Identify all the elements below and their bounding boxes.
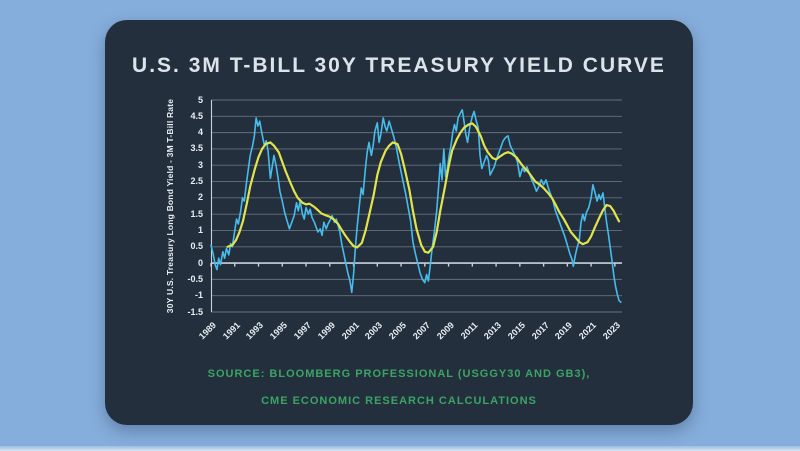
plot-area [210,99,622,313]
spread-weekly-cyan-line [210,108,622,304]
y-tick-label: 3 [197,159,203,170]
x-tick-label: 2017 [529,320,551,342]
bottom-strip [0,446,800,451]
x-axis-tick-labels: 1989 1991 1993 1995 1997 1999 2001 2003 2005 2007… [197,316,622,356]
y-tick-label: 2.5 [190,176,203,187]
y-tick-label: 1.5 [190,208,203,219]
x-tick-label: 2007 [410,320,432,342]
x-tick-label: 2021 [576,320,599,342]
x-tick-label: 2001 [339,320,361,342]
source-line-2: CME ECONOMIC RESEARCH CALCULATIONS [261,395,537,407]
x-tick-label: 1991 [220,320,242,342]
chart-area: 30Y U.S. Treasury Long Bond Yield - 3M T… [105,20,693,425]
smoothed-trend-yellow-line [226,122,621,254]
y-tick-label: 4.5 [190,110,203,121]
y-axis-tick-labels: 5 4.5 4 3.5 3 2.5 2 1.5 1 0.5 0 -0.5 -1 -1.5 [167,95,207,317]
y-tick-label: -1.5 [187,306,203,317]
y-tick-label: 4 [197,127,203,138]
y-tick-label: 2 [197,192,203,203]
y-tick-label: 0.5 [190,241,203,252]
x-tick-label: 1999 [315,320,337,342]
y-tick-label: 0 [197,257,203,268]
y-tick-label: 5 [197,94,203,105]
x-tick-label: 2015 [505,320,527,342]
x-tick-label: 2009 [434,320,456,342]
y-tick-label: -0.5 [187,273,203,284]
x-tick-label: 2011 [458,320,480,341]
y-tick-label: 3.5 [190,143,203,154]
x-tick-label: 1997 [291,320,314,342]
y-tick-label: -1 [194,290,203,301]
x-tick-label: 2019 [553,320,575,342]
y-tick-label: 1 [197,224,203,235]
source-line-1: SOURCE: BLOOMBERG PROFESSIONAL (USGGY30 … [207,368,591,380]
gridlines [211,99,622,313]
chart-title: U.S. 3M T-BILL 30Y TREASURY YIELD CURVE [132,54,666,77]
x-tick-label: 2003 [363,320,385,342]
x-tick-label: 2023 [600,320,622,342]
x-tick-label: 1993 [244,320,266,342]
x-tick-label: 2005 [386,320,409,342]
chart-card: U.S. 3M T-BILL 30Y TREASURY YIELD CURVE … [105,20,693,425]
x-tick-label: 1995 [268,320,290,342]
x-tick-label: 1989 [196,320,219,342]
x-tick-label: 2013 [481,320,504,342]
